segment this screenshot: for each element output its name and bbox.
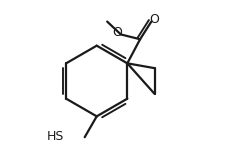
Text: O: O	[111, 26, 121, 39]
Text: O: O	[149, 13, 159, 26]
Text: HS: HS	[46, 130, 64, 143]
